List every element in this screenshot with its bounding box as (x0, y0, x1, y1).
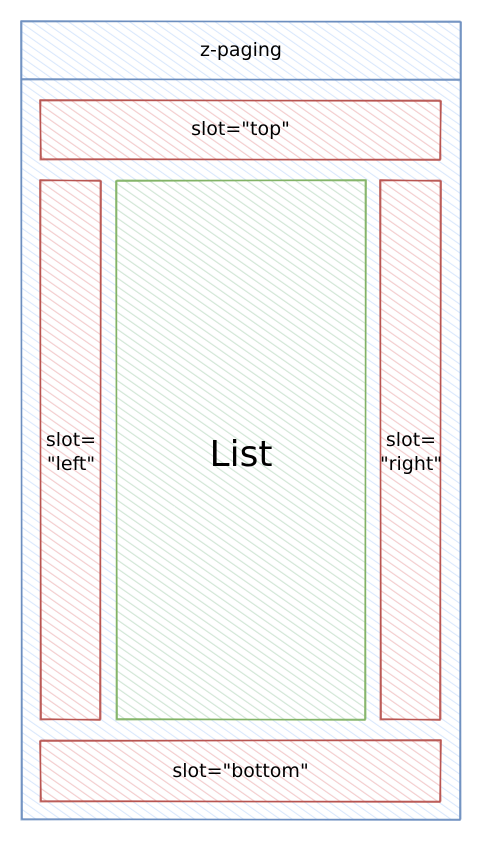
slot-left-box (39, 179, 102, 721)
slot-bottom-box (39, 739, 442, 803)
z-paging-header (20, 78, 462, 81)
slot-right-box (379, 179, 442, 721)
slot-right-label: slot= "right" (379, 428, 443, 475)
slot-bottom-label: slot="bottom" (172, 760, 309, 783)
list-box (115, 179, 367, 721)
z-paging-title: z-paging (200, 38, 282, 61)
slot-top-label: slot="top" (191, 118, 290, 141)
slot-left-label: slot= "left" (45, 428, 97, 475)
list-label: List (209, 433, 273, 475)
slot-top-box (39, 99, 442, 161)
